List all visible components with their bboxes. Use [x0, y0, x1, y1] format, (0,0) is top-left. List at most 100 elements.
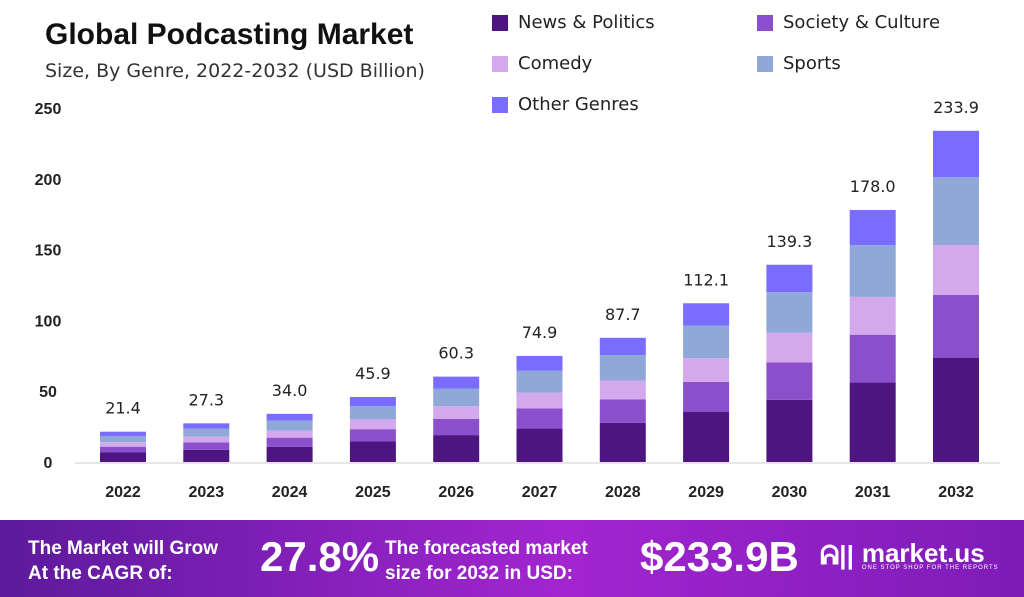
- legend-item-news: News & Politics: [492, 12, 757, 33]
- x-tick-label: 2024: [272, 484, 308, 501]
- legend-label: Sports: [783, 53, 841, 74]
- bar-segment: [766, 292, 813, 333]
- bar-segment: [683, 303, 730, 326]
- bar-segment: [766, 399, 813, 462]
- y-tick-label: 200: [35, 172, 62, 189]
- bar-segment: [766, 332, 813, 363]
- bar-segment: [433, 418, 480, 436]
- bar-segment: [933, 294, 979, 358]
- bar-segment: [433, 435, 480, 462]
- total-label: 233.9: [933, 98, 979, 117]
- bar-segment: [183, 436, 230, 443]
- legend: News & Politics Society & Culture Comedy…: [492, 12, 1012, 115]
- legend-label: Comedy: [518, 53, 593, 74]
- y-tick-label: 50: [39, 384, 57, 401]
- legend-label: Other Genres: [518, 94, 639, 115]
- x-tick-label: 2022: [105, 484, 141, 501]
- bar-segment: [516, 355, 563, 371]
- cagr-label: The Market will Grow At the CAGR of:: [28, 538, 219, 584]
- y-tick-label: 0: [44, 455, 53, 472]
- x-tick-label: 2026: [438, 484, 474, 501]
- x-tick-label: 2030: [772, 484, 808, 501]
- bar-segment: [599, 380, 646, 400]
- bar-segment: [349, 419, 396, 430]
- x-tick-label: 2029: [688, 484, 724, 501]
- market-us-logo: ᕱ|| market.us ONE STOP SHOP FOR THE REPOR…: [820, 540, 999, 572]
- total-label: 87.7: [605, 305, 641, 324]
- total-label: 45.9: [355, 364, 391, 383]
- bar-segment: [100, 442, 146, 447]
- y-tick-label: 150: [35, 243, 62, 260]
- x-tick-label: 2023: [189, 484, 225, 501]
- bar-segment: [933, 245, 979, 295]
- bar-segment: [849, 209, 896, 246]
- bar-segment: [433, 388, 480, 407]
- chart-subtitle: Size, By Genre, 2022-2032 (USD Billion): [45, 60, 425, 82]
- forecast-value: $233.9B: [640, 533, 799, 580]
- logo-icon: ᕱ||: [820, 540, 854, 570]
- chart-title: Global Podcasting Market: [45, 18, 414, 51]
- bar-segment: [683, 381, 730, 413]
- bar-segment: [183, 442, 230, 450]
- bar-segment: [516, 428, 563, 462]
- bar-segment: [433, 406, 480, 419]
- x-tick-label: 2027: [522, 484, 558, 501]
- legend-item-other: Other Genres: [492, 94, 757, 115]
- bar-segment: [599, 355, 646, 381]
- brand-tagline: ONE STOP SHOP FOR THE REPORTS: [861, 565, 999, 571]
- y-tick-label: 100: [35, 313, 62, 330]
- cagr-value: 27.8%: [260, 533, 380, 580]
- bar-segment: [433, 376, 480, 389]
- bar-segment: [183, 449, 230, 462]
- brand-name: market.us: [861, 538, 985, 568]
- total-label: 74.9: [522, 323, 558, 342]
- bar-segment: [683, 325, 730, 359]
- bar-segment: [599, 337, 646, 356]
- legend-label: Society & Culture: [783, 12, 941, 33]
- x-tick-label: 2032: [938, 484, 974, 501]
- bar-segment: [100, 435, 146, 443]
- bar-segment: [516, 392, 563, 409]
- legend-swatch: [492, 55, 508, 72]
- bar-segment: [933, 357, 979, 462]
- total-label: 139.3: [766, 232, 812, 251]
- bar-segment: [349, 429, 396, 442]
- legend-item-comedy: Comedy: [492, 53, 757, 74]
- bar-segment: [849, 382, 896, 462]
- bar-segment: [766, 362, 813, 400]
- bar-segment: [266, 446, 313, 462]
- legend-swatch: [757, 55, 773, 72]
- total-label: 34.0: [272, 381, 308, 400]
- bar-segment: [349, 397, 396, 407]
- bar-segment: [266, 413, 313, 421]
- y-tick-label: 250: [35, 101, 62, 118]
- bar-segment: [933, 130, 979, 178]
- bar-segment: [849, 245, 896, 297]
- bar-segment: [683, 358, 730, 382]
- bar-segment: [933, 177, 979, 246]
- legend-label: News & Politics: [518, 12, 655, 33]
- bar-segment: [683, 412, 730, 462]
- bar-segment: [266, 430, 313, 438]
- bar-segment: [100, 452, 146, 462]
- bar-segment: [100, 431, 146, 436]
- bar-segment: [766, 264, 813, 293]
- x-tick-label: 2028: [605, 484, 641, 501]
- bar-segment: [599, 399, 646, 423]
- bar-segment: [516, 408, 563, 429]
- total-label: 178.0: [850, 177, 896, 196]
- legend-item-sports: Sports: [757, 53, 1012, 74]
- bar-segment: [516, 370, 563, 393]
- bar-segment: [599, 422, 646, 462]
- total-label: 112.1: [683, 270, 729, 289]
- bar-segment: [183, 428, 230, 437]
- footer-banner: The Market will Grow At the CAGR of: 27.8…: [0, 520, 1024, 597]
- total-label: 27.3: [188, 390, 224, 409]
- stacked-bar-chart: 0 50 100 150 200 250 21.4 2022 27.3 2023 34.0 2024 4…: [35, 98, 1000, 501]
- total-label: 21.4: [105, 399, 141, 418]
- bar-segment: [849, 334, 896, 383]
- bar-segment: [266, 437, 313, 447]
- legend-item-society: Society & Culture: [757, 12, 1012, 33]
- bar-segment: [349, 441, 396, 462]
- bar-segment: [849, 296, 896, 335]
